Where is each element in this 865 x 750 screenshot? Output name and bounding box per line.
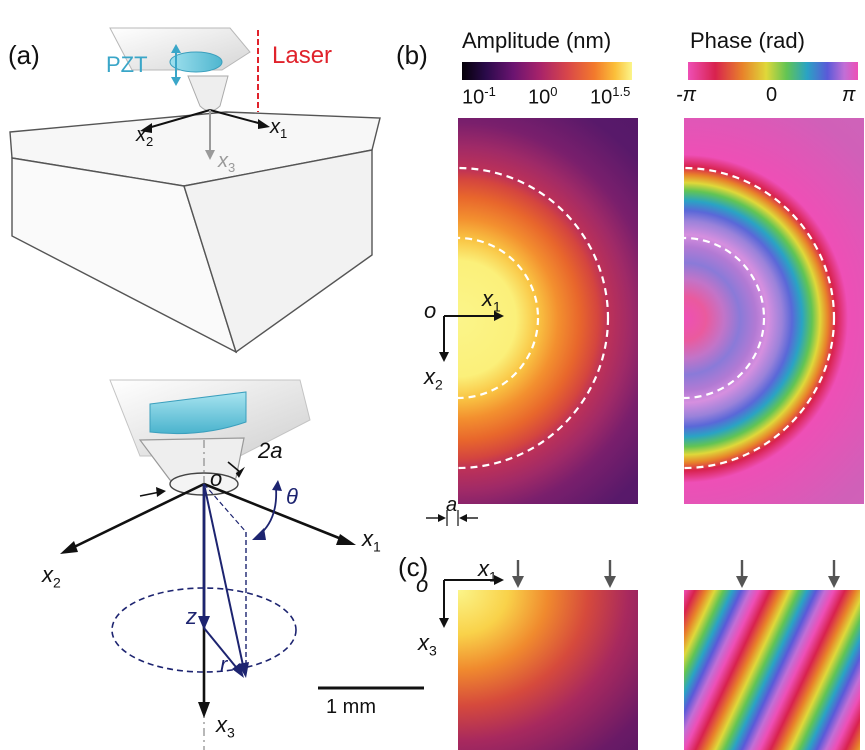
scale-bar-label: 1 mm — [326, 696, 376, 718]
map-b-origin: o — [424, 298, 437, 323]
dashed-circle — [111, 587, 297, 673]
phase-map-b — [684, 118, 864, 504]
top-x1-label: x1 — [270, 116, 288, 141]
r-vector — [203, 483, 245, 671]
amplitude-map-b-rings — [458, 166, 610, 470]
bottom-vector-schematic — [60, 379, 424, 750]
amplitude-colorbar-title: Amplitude (nm) — [462, 28, 612, 53]
phase-map-b-rings — [684, 166, 836, 470]
map-c-x1: x1 — [478, 556, 497, 585]
block-side-face — [183, 149, 373, 354]
bottom-pzt-disc — [149, 391, 247, 435]
phase-map-c — [684, 590, 860, 750]
panel-label-a: (a) — [8, 40, 40, 70]
bottom-x3-label: x3 — [216, 712, 235, 741]
theta-arc — [257, 487, 278, 537]
phase-colorbar-title: Phase (rad) — [690, 28, 805, 53]
amplitude-map-c — [458, 590, 638, 750]
panel-label-b: (b) — [396, 40, 428, 70]
amplitude-colorbar — [462, 62, 632, 80]
top-x3-label: x3 — [218, 150, 236, 175]
theta-label: θ — [286, 484, 298, 509]
map-c-origin: o — [416, 572, 429, 597]
label-2a: 2a — [258, 438, 283, 463]
map-b-x1: x1 — [482, 286, 501, 315]
transducer-tip — [187, 75, 229, 112]
panel-label-c: (c) — [398, 552, 429, 582]
bottom-x2-label: x2 — [42, 562, 61, 591]
origin-label-bottom: o — [210, 466, 223, 491]
phase-tick-mid: 0 — [766, 84, 778, 106]
phase-tick-high: π — [842, 84, 856, 106]
pzt-disc — [169, 51, 223, 73]
a-width-marker — [426, 510, 478, 526]
a-label: a — [446, 494, 458, 516]
map-b-x2: x2 — [424, 364, 443, 393]
top-block-schematic — [9, 27, 381, 354]
laser-label: Laser — [272, 42, 333, 69]
z-label: z — [186, 604, 197, 629]
map-c-axes — [439, 560, 840, 628]
phase-tick-low: -π — [676, 84, 697, 106]
r-label: r — [220, 652, 228, 677]
top-x2-label: x2 — [136, 124, 154, 149]
map-c-x3: x3 — [418, 630, 437, 659]
pzt-label: PZT — [106, 52, 148, 77]
amplitude-tick-high: 101.5 — [590, 84, 631, 109]
map-b-axes — [439, 311, 504, 362]
bottom-x1-label: x1 — [362, 526, 381, 555]
amplitude-tick-mid: 100 — [528, 84, 558, 109]
amplitude-map-b — [458, 118, 638, 504]
phase-colorbar — [688, 62, 858, 80]
amplitude-tick-low: 10-1 — [462, 84, 496, 109]
